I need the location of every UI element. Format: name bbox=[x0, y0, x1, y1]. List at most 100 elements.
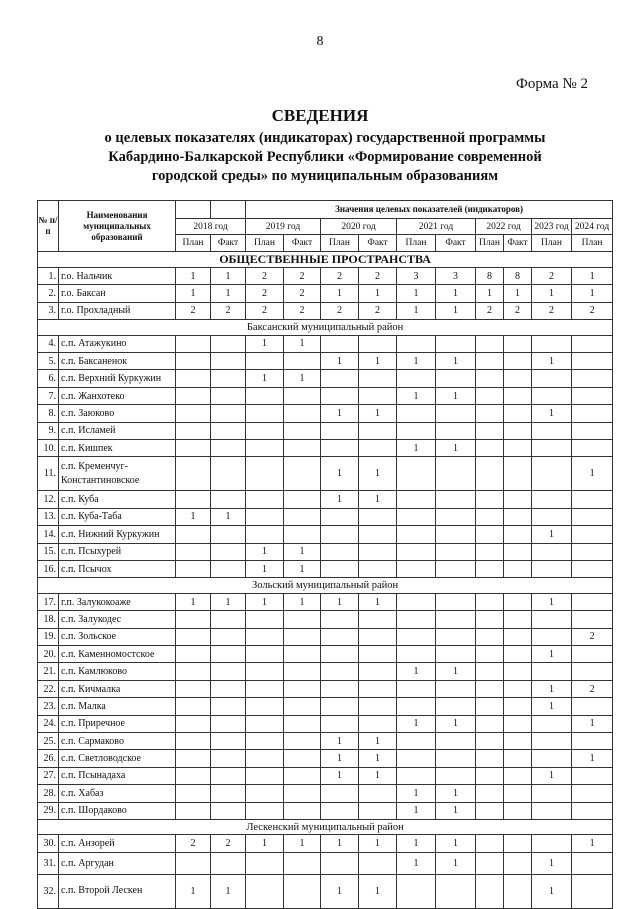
municipality-name: с.п. Нижний Куркужин bbox=[58, 525, 176, 544]
indicator-value bbox=[210, 801, 246, 820]
indicator-value bbox=[396, 369, 436, 388]
indicator-value bbox=[475, 714, 504, 733]
indicator-value: 2 bbox=[175, 834, 211, 853]
indicator-value: 1 bbox=[396, 386, 436, 406]
row-number: 24. bbox=[37, 714, 59, 733]
subtitle-line: городской среды» по муниципальным образо… bbox=[151, 168, 499, 184]
indicator-value bbox=[570, 784, 614, 803]
municipality-name: с.п. Псычох bbox=[58, 559, 176, 579]
indicator-value bbox=[503, 784, 532, 803]
table-row: 14. с.п. Нижний Куркужин 1 bbox=[37, 525, 614, 544]
indicator-value bbox=[175, 386, 211, 406]
indicator-value bbox=[570, 801, 614, 820]
indicator-value bbox=[503, 559, 532, 579]
row-number: 25. bbox=[37, 731, 59, 751]
indicator-value bbox=[396, 404, 436, 423]
indicator-value bbox=[503, 507, 532, 527]
indicator-value bbox=[503, 404, 532, 423]
indicator-value bbox=[245, 610, 284, 629]
indicator-value: 1 bbox=[435, 834, 476, 853]
subcolumn-header: Факт bbox=[283, 234, 321, 252]
indicator-value bbox=[320, 525, 359, 544]
indicator-value bbox=[358, 439, 397, 458]
indicator-value: 1 bbox=[358, 592, 397, 612]
header-row-subcols: План Факт План Факт План Факт План Факт План Факт… bbox=[38, 234, 614, 252]
indicator-value bbox=[210, 610, 246, 629]
indicator-value: 2 bbox=[245, 284, 284, 303]
indicator-value bbox=[503, 369, 532, 388]
indicators-table: № п/п Наименования муниципальных образова… bbox=[36, 200, 614, 909]
indicator-value bbox=[531, 801, 572, 820]
indicator-value: 8 bbox=[475, 266, 504, 286]
indicator-value: 1 bbox=[245, 334, 284, 354]
indicator-value: 2 bbox=[245, 266, 284, 286]
indicator-value: 1 bbox=[531, 679, 572, 699]
indicator-value bbox=[396, 766, 436, 786]
indicator-value bbox=[531, 490, 572, 509]
indicator-value bbox=[396, 873, 436, 909]
indicator-value: 1 bbox=[245, 542, 284, 561]
indicator-value bbox=[435, 766, 476, 786]
indicator-value bbox=[503, 610, 532, 629]
indicator-value bbox=[475, 662, 504, 681]
indicator-value bbox=[396, 559, 436, 579]
indicator-value bbox=[475, 456, 504, 492]
indicator-value: 1 bbox=[175, 284, 211, 303]
indicator-value bbox=[475, 645, 504, 664]
municipality-name: с.п. Баксаненок bbox=[58, 352, 176, 371]
indicator-value bbox=[503, 731, 532, 751]
indicator-value: 1 bbox=[175, 873, 211, 909]
indicator-value bbox=[245, 352, 284, 371]
indicator-value bbox=[435, 627, 476, 647]
indicator-value: 1 bbox=[435, 662, 476, 681]
row-number: 31. bbox=[37, 851, 59, 875]
indicator-value bbox=[358, 784, 397, 803]
indicator-value bbox=[435, 542, 476, 561]
indicator-value bbox=[283, 784, 321, 803]
row-number: 32. bbox=[37, 873, 59, 909]
indicator-value bbox=[475, 490, 504, 509]
indicator-value bbox=[358, 679, 397, 699]
indicator-value bbox=[570, 645, 614, 664]
indicator-value bbox=[210, 490, 246, 509]
indicator-value bbox=[570, 610, 614, 629]
indicator-value bbox=[503, 714, 532, 733]
indicator-value bbox=[245, 456, 284, 492]
subcolumn-header: План bbox=[531, 234, 572, 252]
row-number: 17. bbox=[37, 592, 59, 612]
indicator-value bbox=[245, 627, 284, 647]
indicator-value bbox=[531, 507, 572, 527]
row-number: 29. bbox=[37, 801, 59, 820]
indicator-value bbox=[475, 766, 504, 786]
column-header-name: Наименования муниципальных образований bbox=[58, 200, 176, 252]
table-row: 11. с.п. Кременчуг-Константиновское 1 1 1 bbox=[37, 456, 614, 492]
indicator-value: 1 bbox=[435, 851, 476, 875]
indicator-value bbox=[358, 851, 397, 875]
indicator-value: 1 bbox=[396, 301, 436, 321]
indicator-value bbox=[475, 439, 504, 458]
row-number: 21. bbox=[37, 662, 59, 681]
table-row: 8. с.п. Заюково 1 1 1 bbox=[37, 404, 614, 423]
indicator-value: 1 bbox=[283, 592, 321, 612]
municipality-name: с.п. Верхний Куркужин bbox=[58, 369, 176, 388]
subcolumn-header: Факт bbox=[210, 234, 246, 252]
indicator-value bbox=[435, 679, 476, 699]
indicator-value bbox=[283, 490, 321, 509]
indicator-value bbox=[358, 559, 397, 579]
indicator-value: 1 bbox=[396, 851, 436, 875]
indicator-value bbox=[245, 851, 284, 875]
row-number: 7. bbox=[37, 386, 59, 406]
table-row: 3. г.о. Прохладный 2 2 2 2 2 2 1 1 2 2 2 2 bbox=[37, 301, 614, 321]
section-row: Лескенский муниципальный район bbox=[36, 818, 614, 836]
indicator-value bbox=[475, 542, 504, 561]
indicator-value: 1 bbox=[320, 834, 359, 853]
indicator-value: 2 bbox=[283, 301, 321, 321]
year-header: 2018 год bbox=[175, 218, 246, 235]
indicator-value bbox=[396, 334, 436, 354]
indicator-value bbox=[175, 334, 211, 354]
table-row: 31. с.п. Аргудан 1 1 1 bbox=[37, 851, 614, 875]
year-header: 2020 год bbox=[320, 218, 397, 235]
municipality-name: с.п. Каменномостское bbox=[58, 645, 176, 664]
indicator-value bbox=[503, 439, 532, 458]
indicator-value bbox=[283, 386, 321, 406]
